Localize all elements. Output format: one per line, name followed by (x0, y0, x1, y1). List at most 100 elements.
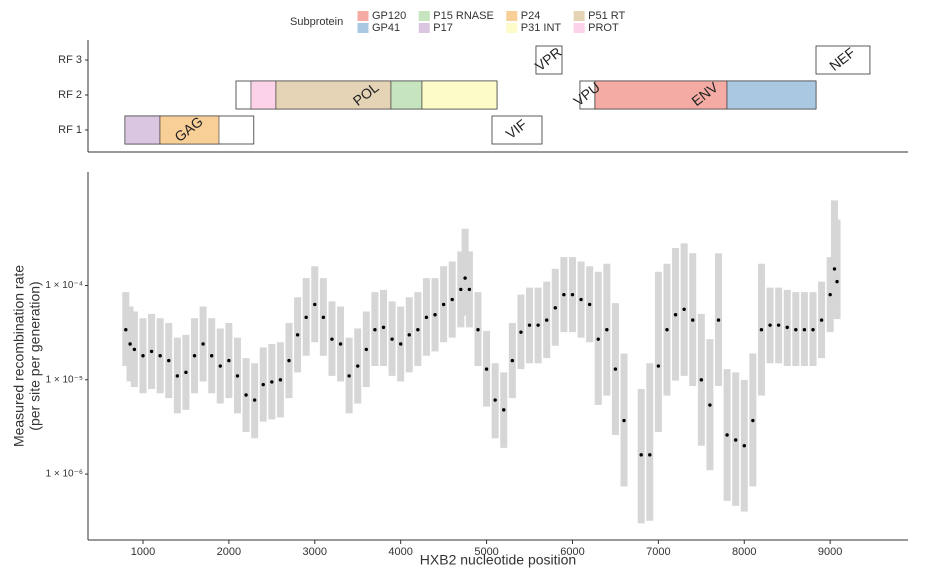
point (536, 323, 540, 327)
subprotein-segment (421, 80, 498, 110)
point (785, 325, 789, 330)
subprotein-segment (594, 80, 728, 110)
point (811, 328, 815, 332)
x-tick-label: 8000 (732, 546, 756, 558)
point (278, 378, 283, 382)
point (733, 438, 738, 442)
point (691, 318, 695, 322)
x-tick-label: 5000 (474, 546, 498, 558)
legend-label: GP120 (372, 10, 406, 22)
y-tick-label: 1 × 10⁻⁵ (45, 374, 83, 385)
subprotein-segment (275, 80, 392, 110)
point (587, 302, 592, 307)
legend-label: P17 (433, 22, 453, 34)
subprotein-segment (124, 115, 161, 145)
point (596, 337, 600, 341)
point (270, 380, 274, 384)
point (648, 453, 652, 457)
subprotein-segment (159, 115, 220, 145)
point (484, 367, 489, 371)
point (519, 330, 523, 334)
x-tick-label: 9000 (818, 546, 842, 558)
x-tick-label: 3000 (303, 546, 327, 558)
point (493, 398, 497, 402)
x-axis-title: HXB2 nucleotide position (420, 552, 576, 568)
point (287, 358, 291, 363)
x-tick-label: 1000 (131, 546, 155, 558)
point (835, 279, 839, 284)
point (450, 297, 454, 302)
point (656, 364, 661, 368)
point (192, 354, 197, 358)
x-tick-label: 2000 (217, 546, 241, 558)
point (381, 325, 386, 330)
x-tick-label: 6000 (560, 546, 584, 558)
point (613, 367, 618, 371)
point (244, 393, 248, 397)
point (545, 318, 549, 322)
point (579, 297, 583, 302)
y-axis-title: (per site per generation) (27, 281, 43, 430)
point (261, 382, 265, 387)
point (699, 378, 704, 382)
gene-box (535, 45, 563, 75)
point (776, 323, 781, 327)
point (502, 408, 506, 412)
point (716, 318, 721, 322)
point (390, 337, 394, 341)
point (424, 315, 429, 320)
point (510, 358, 515, 363)
legend-swatch (505, 22, 519, 34)
point (665, 328, 669, 332)
subprotein-segment (390, 80, 423, 110)
legend-label: PROT (588, 22, 619, 34)
point (463, 276, 467, 280)
point (751, 418, 755, 423)
point (605, 328, 609, 332)
point (373, 328, 377, 332)
point (467, 287, 472, 292)
point (398, 342, 403, 346)
point (476, 328, 480, 332)
point (184, 370, 188, 375)
y-tick-label: 1 × 10⁻⁶ (46, 469, 83, 480)
point (832, 267, 837, 271)
legend-swatch (356, 22, 370, 34)
point (673, 313, 678, 317)
point (562, 292, 566, 297)
point (725, 433, 729, 437)
point (347, 374, 351, 378)
point (330, 337, 334, 341)
point (570, 292, 575, 297)
point (356, 364, 360, 368)
point (553, 306, 557, 310)
point (759, 328, 764, 332)
legend-swatch (417, 22, 431, 34)
point (132, 347, 137, 352)
point (622, 418, 626, 423)
point (149, 349, 154, 354)
point (218, 364, 222, 368)
point (167, 358, 171, 363)
point (235, 374, 240, 378)
y-axis-title: Measured recombination rate (11, 265, 27, 447)
point (364, 347, 369, 352)
point (295, 333, 300, 337)
point (459, 287, 463, 292)
point (527, 323, 532, 327)
point (828, 292, 832, 297)
point (338, 342, 343, 346)
point (639, 453, 643, 457)
point (227, 358, 231, 363)
legend-label: P31 INT (521, 22, 562, 34)
point (304, 315, 308, 320)
legend-swatch (572, 10, 586, 22)
frame-label: RF 3 (58, 54, 82, 66)
y-tick-label: 1 × 10⁻⁴ (45, 280, 83, 291)
point (708, 403, 712, 407)
point (252, 398, 257, 402)
point (313, 302, 317, 307)
x-tick-label: 7000 (646, 546, 670, 558)
point (141, 354, 145, 358)
point (433, 313, 437, 317)
